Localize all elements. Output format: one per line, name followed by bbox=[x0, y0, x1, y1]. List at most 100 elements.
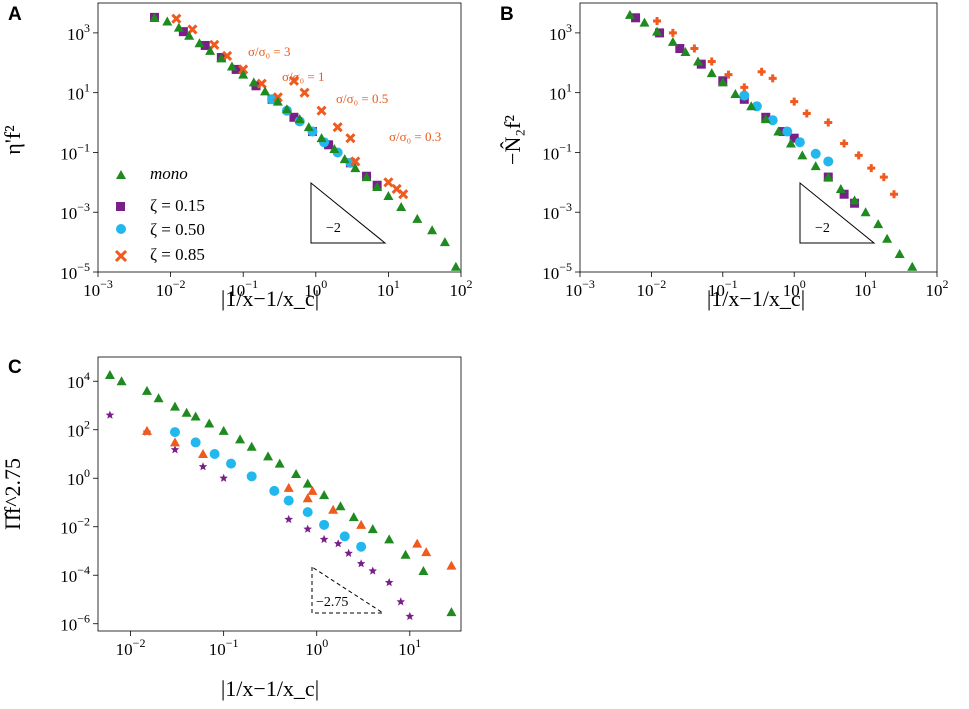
panel-a-frame bbox=[97, 2, 462, 273]
data-point-zeta085 bbox=[879, 173, 888, 182]
data-point-mono bbox=[412, 213, 423, 223]
x-tick-label: 10−3 bbox=[83, 277, 113, 300]
legend: mono ζ = 0.15 ζ = 0.50 ζ = 0.85 bbox=[114, 164, 205, 264]
data-point-zeta085 bbox=[316, 105, 327, 116]
data-point-zeta085 bbox=[690, 44, 699, 53]
data-point-zeta085 bbox=[383, 177, 394, 188]
data-point-mono bbox=[302, 478, 313, 488]
data-point-mono bbox=[169, 401, 180, 411]
data-point-mono bbox=[367, 524, 378, 534]
data-point-mono bbox=[730, 89, 741, 99]
data-point-mono bbox=[104, 370, 115, 380]
x-tick-label: 101 bbox=[377, 277, 400, 300]
data-point-mono bbox=[350, 163, 361, 173]
data-point-mono bbox=[882, 233, 893, 243]
data-point-zeta015 bbox=[356, 559, 366, 568]
data-point-zeta085 bbox=[854, 151, 863, 160]
data-point-mono bbox=[418, 565, 429, 575]
panel-b-marks bbox=[624, 9, 918, 271]
panel-c-frame bbox=[97, 356, 462, 632]
data-point-zeta050 bbox=[356, 541, 367, 552]
legend-marker-mono bbox=[116, 170, 126, 179]
data-point-mono bbox=[894, 249, 905, 259]
data-point-zeta050 bbox=[209, 448, 220, 459]
data-point-zeta050 bbox=[782, 126, 793, 137]
panel-b: B 10−3 10−2 10−1 100 101 10210−510−310−110110… bbox=[500, 2, 949, 311]
x-tick-label: 10−1 bbox=[209, 636, 239, 659]
panel-b-ylabel: −N̂₂f² bbox=[500, 115, 525, 165]
y-tick-label: 101 bbox=[549, 81, 572, 104]
data-point-mono bbox=[316, 133, 327, 143]
x-tick-label: 10−1 bbox=[708, 277, 738, 300]
data-point-zeta050 bbox=[302, 507, 313, 518]
data-point-zeta015 bbox=[333, 539, 343, 548]
y-tick-label: 10−6 bbox=[60, 612, 90, 635]
data-point-zeta050 bbox=[767, 115, 778, 126]
legend-marker-zeta-050 bbox=[116, 224, 126, 234]
data-point-zeta015 bbox=[178, 27, 188, 37]
panel-c-ticks: 10−2 10−1 100 101 10−6 10−4 10−2 100 102 104 bbox=[60, 369, 421, 659]
data-point-mono bbox=[680, 46, 691, 56]
data-point-zeta085 bbox=[740, 83, 749, 92]
panel-a-slope-triangle bbox=[310, 181, 387, 244]
data-point-mono bbox=[235, 434, 246, 444]
y-tick-label: 10−5 bbox=[60, 260, 90, 283]
data-point-zeta085 bbox=[398, 189, 409, 200]
data-point-zeta085 bbox=[238, 64, 249, 75]
panel-b-slope-triangle bbox=[799, 181, 876, 244]
annotation-sigma-1: σ/σ₀ = 1 bbox=[282, 69, 325, 84]
panel-a-xlabel: |1/x−1/x_c| bbox=[221, 286, 319, 311]
panel-letter-b: B bbox=[500, 4, 514, 25]
data-point-zeta085 bbox=[350, 156, 361, 167]
panel-a-slope-label: −2 bbox=[326, 221, 341, 236]
data-point-mono bbox=[274, 458, 285, 468]
annotation-sigma-0-5: σ/σ₀ = 0.5 bbox=[336, 91, 388, 106]
data-point-zeta015 bbox=[170, 445, 180, 454]
data-point-zeta085 bbox=[757, 67, 766, 76]
data-point-zeta015 bbox=[344, 548, 353, 557]
data-point-mono bbox=[667, 36, 678, 46]
data-point-zeta085 bbox=[328, 504, 339, 514]
data-point-zeta085 bbox=[302, 493, 313, 503]
data-point-zeta085 bbox=[345, 133, 356, 144]
data-point-mono bbox=[717, 77, 728, 87]
data-point-mono bbox=[400, 549, 411, 559]
data-point-mono bbox=[181, 407, 192, 417]
data-point-mono bbox=[339, 154, 350, 164]
panel-c-xlabel: |1/x−1/x_c| bbox=[221, 676, 319, 701]
data-point-mono bbox=[272, 96, 283, 106]
x-tick-label: 10−1 bbox=[228, 277, 258, 300]
data-point-zeta015 bbox=[284, 514, 293, 524]
data-point-zeta015 bbox=[200, 40, 210, 50]
data-point-zeta085 bbox=[171, 13, 182, 24]
x-tick-label: 10−2 bbox=[156, 277, 186, 300]
data-point-mono bbox=[785, 138, 796, 148]
data-point-zeta015 bbox=[219, 473, 228, 482]
y-tick-label: 103 bbox=[549, 21, 572, 44]
data-point-mono bbox=[190, 411, 201, 421]
data-point-zeta085 bbox=[288, 75, 300, 86]
data-point-mono bbox=[194, 38, 205, 48]
data-point-zeta050 bbox=[339, 531, 350, 542]
data-point-mono bbox=[294, 114, 305, 124]
data-point-mono bbox=[439, 237, 450, 247]
data-point-zeta015 bbox=[324, 140, 334, 150]
data-point-zeta015 bbox=[675, 44, 685, 54]
data-point-mono bbox=[149, 12, 160, 22]
data-point-mono bbox=[746, 101, 757, 111]
data-point-zeta050 bbox=[319, 519, 330, 530]
panel-c-slope-label: −2.75 bbox=[316, 595, 348, 610]
data-point-mono bbox=[319, 490, 330, 500]
data-point-zeta050 bbox=[283, 495, 294, 506]
data-point-mono bbox=[303, 122, 314, 132]
y-tick-label: 10−5 bbox=[542, 260, 572, 283]
data-point-zeta085 bbox=[198, 448, 209, 458]
panel-a-ylabel: η'f² bbox=[0, 125, 25, 155]
data-point-mono bbox=[427, 225, 438, 235]
data-point-zeta015 bbox=[384, 578, 394, 587]
panel-a: A 10−3 10−2 10−1 100 101 10210−510−310−110110… bbox=[0, 2, 473, 311]
panel-c: C 10−2 10−1 100 101 10−6 10−4 10−2 100 102 104 −2… bbox=[0, 356, 462, 701]
data-point-mono bbox=[184, 30, 195, 40]
legend-label-zeta-050: ζ = 0.50 bbox=[150, 220, 205, 239]
